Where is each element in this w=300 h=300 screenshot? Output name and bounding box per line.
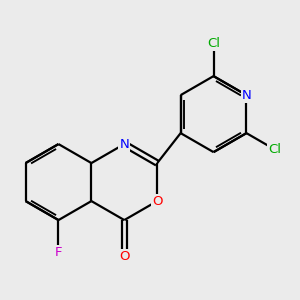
Text: N: N xyxy=(119,138,129,151)
Text: O: O xyxy=(119,250,130,263)
Text: Cl: Cl xyxy=(268,143,281,156)
Text: F: F xyxy=(55,246,62,259)
Text: O: O xyxy=(152,195,163,208)
Text: Cl: Cl xyxy=(207,37,220,50)
Text: N: N xyxy=(242,88,251,102)
